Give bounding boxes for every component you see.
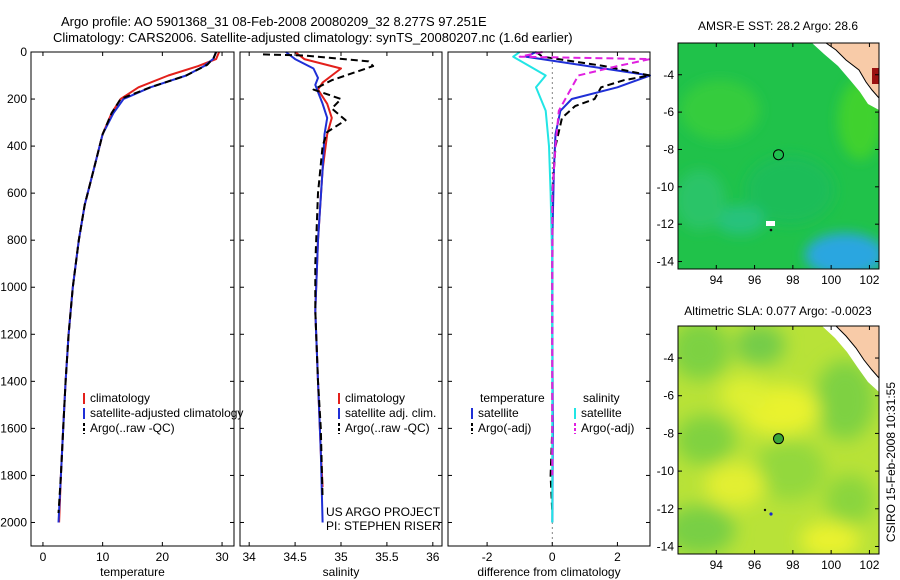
sst-field — [678, 43, 879, 269]
legend-label: Argo(-adj) — [581, 421, 634, 435]
legend-label: Argo(-adj) — [478, 421, 531, 435]
map-x-tick-label: 100 — [821, 558, 841, 572]
figure-title: Argo profile: AO 5901368_31 08-Feb-2008 … — [61, 14, 487, 29]
salinity-profile: 34 34.5 35 35.5 36 salinity climatologysatelli… — [239, 51, 443, 579]
sla-map: Altimetric SLA: 0.077 Argo: -0.0023 — [657, 304, 880, 572]
series-line — [58, 51, 221, 523]
sla-map-title: Altimetric SLA: 0.077 Argo: -0.0023 — [684, 304, 872, 318]
map-y-tick-label: -6 — [663, 389, 674, 403]
map-y-tick-label: -12 — [657, 502, 675, 516]
map-y-tick-label: -4 — [663, 68, 674, 82]
x-tick-label: 34 — [243, 550, 257, 564]
y-tick-label: 1000 — [0, 280, 27, 294]
y-tick-label: 800 — [7, 233, 27, 247]
map-y-tick-label: -8 — [663, 426, 674, 440]
map-x-tick-label: 98 — [786, 558, 800, 572]
project-annotation: PI: STEPHEN RISER — [326, 519, 441, 533]
legend-label: satellite — [478, 406, 519, 420]
sla-field — [678, 326, 879, 554]
series-line — [262, 53, 375, 500]
y-tick-label: 1800 — [0, 468, 27, 482]
map-y-tick-label: -14 — [657, 539, 675, 553]
sst-map-axes: 94 96 98 100 102 -4 -6 -8 -10 -12 -14 — [657, 43, 880, 287]
x-tick-label: 10 — [96, 550, 110, 564]
series-line — [525, 51, 651, 523]
legend-group-title: salinity — [583, 391, 620, 405]
y-tick-label: 1600 — [0, 421, 27, 435]
map-x-tick-label: 100 — [821, 273, 841, 287]
x-tick-label: 0 — [549, 550, 556, 564]
y-tick-label: 400 — [7, 139, 27, 153]
argo-position-marker — [773, 149, 784, 161]
legend-group-title: temperature — [480, 391, 545, 405]
map-y-tick-label: -10 — [657, 464, 675, 478]
map-x-tick-label: 96 — [748, 273, 762, 287]
argo-position-marker — [773, 433, 784, 445]
map-x-tick-label: 96 — [748, 558, 762, 572]
map-y-tick-label: -14 — [657, 255, 675, 269]
x-tick-label: 0 — [40, 550, 47, 564]
x-axis-label: temperature — [100, 565, 165, 579]
x-tick-label: -2 — [482, 550, 493, 564]
x-tick-label: 34.5 — [283, 550, 307, 564]
y-tick-label: 1400 — [0, 374, 27, 388]
map-y-tick-label: -4 — [663, 351, 674, 365]
map-y-tick-label: -6 — [663, 105, 674, 119]
sst-map: AMSR-E SST: 28.2 Argo: 28.6 94 96 98 100 102… — [657, 19, 880, 287]
series-line — [285, 51, 329, 523]
y-tick-label: 600 — [7, 186, 27, 200]
map-x-tick-label: 102 — [859, 558, 879, 572]
sst-map-title: AMSR-E SST: 28.2 Argo: 28.6 — [698, 19, 858, 33]
credit-stamp: CSIRO 15-Feb-2008 10:31:55 — [884, 382, 898, 542]
series-line — [518, 51, 651, 476]
map-x-tick-label: 94 — [710, 273, 724, 287]
x-axis-label: salinity — [323, 565, 360, 579]
legend-label: Argo(..raw -QC) — [345, 421, 430, 435]
legend-label: climatology — [90, 391, 150, 405]
project-annotation: US ARGO PROJECT — [326, 505, 441, 519]
sla-map-frame — [677, 325, 880, 555]
profile-charts: 0 10 20 30temperature0200400600800100012001… — [0, 45, 651, 579]
map-x-tick-label: 102 — [859, 273, 879, 287]
x-axis-label: difference from climatology — [477, 565, 620, 579]
legend-label: climatology — [345, 391, 405, 405]
legend-label: satellite — [581, 406, 622, 420]
plot-frame — [239, 51, 443, 547]
figure-subtitle: Climatology: CARS2006. Satellite-adjuste… — [53, 30, 573, 45]
x-tick-label: 36 — [426, 550, 440, 564]
x-tick-label: 35.5 — [375, 550, 399, 564]
map-x-tick-label: 98 — [786, 273, 800, 287]
y-tick-label: 1200 — [0, 327, 27, 341]
x-tick-label: 20 — [156, 550, 170, 564]
x-tick-label: 30 — [215, 550, 229, 564]
series-line — [512, 51, 554, 523]
map-y-tick-label: -12 — [657, 217, 675, 231]
x-tick-label: 35 — [334, 550, 348, 564]
sst-map-frame — [677, 42, 880, 270]
map-y-tick-label: -8 — [663, 142, 674, 156]
legend-label: satellite adj. clim. — [345, 406, 436, 420]
y-tick-label: 200 — [7, 92, 27, 106]
legend-label: Argo(..raw -QC) — [90, 421, 175, 435]
legend-label: satellite-adjusted climatology — [90, 406, 243, 420]
sla-map-axes: 94 96 98 100 102 -4 -6 -8 -10 -12 -14 — [657, 326, 880, 572]
map-y-tick-label: -10 — [657, 180, 675, 194]
temperature-profile: 0 10 20 30 temperature 0 200 400 600 800 1000 1200 1… — [0, 45, 243, 579]
plot-frame — [447, 51, 651, 547]
y-tick-label: 0 — [20, 45, 27, 59]
y-tick-label: 2000 — [0, 515, 27, 529]
series-line — [57, 51, 218, 523]
map-x-tick-label: 94 — [710, 558, 724, 572]
series-line — [294, 51, 342, 488]
legend: temperaturesatelliteArgo(-adj)salinitysa… — [471, 391, 634, 435]
plot-frame — [30, 51, 235, 547]
x-tick-label: 2 — [614, 550, 621, 564]
series-line — [57, 51, 218, 514]
